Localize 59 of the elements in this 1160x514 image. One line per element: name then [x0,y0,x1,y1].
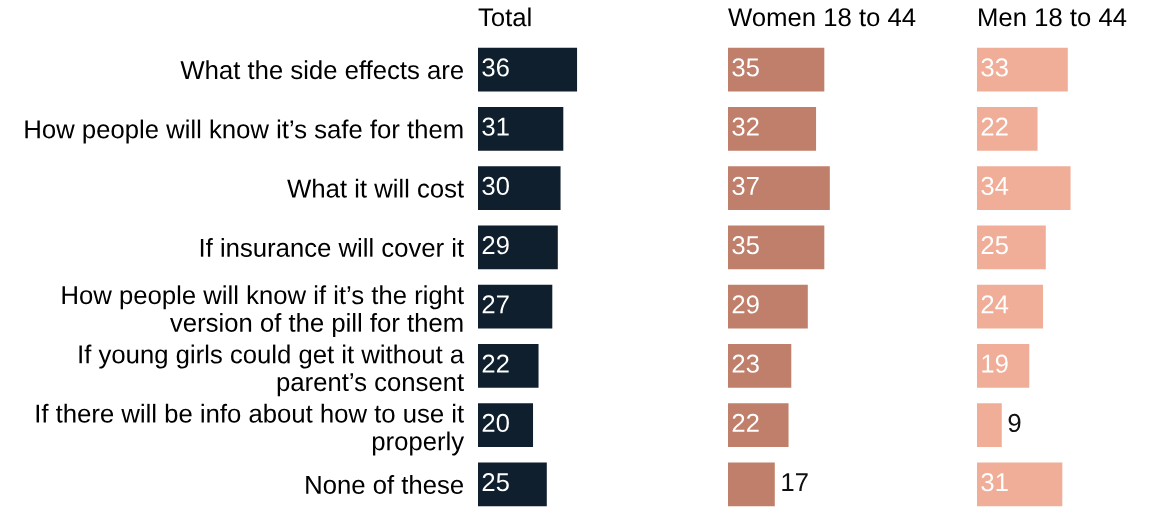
data-label: 25 [981,236,1008,255]
bar [728,462,775,507]
bar [977,403,1002,448]
data-label: 29 [482,236,509,255]
data-label: 9 [1008,413,1021,433]
data-label: 29 [732,295,759,314]
bar [977,343,1030,388]
bar [478,343,539,388]
bar [728,47,825,92]
y-tick-label: How people will know if it’s the right version of the pill for them [62,285,464,337]
y-tick-label: What the side effects are [180,60,463,80]
data-label: 36 [482,58,509,77]
bar [977,47,1068,92]
bar [977,225,1046,270]
data-label: 31 [981,473,1008,492]
y-tick-label: If there will be info about how to use it properly [36,403,465,456]
chart-title: Men 18 to 44 [979,8,1127,27]
bar [478,403,534,448]
data-label: 24 [981,295,1009,314]
data-label: 27 [482,295,509,314]
bar [478,225,558,270]
data-label: 37 [732,176,759,196]
bar [728,106,817,151]
bar [728,343,792,388]
bar [728,166,830,211]
data-label: 23 [732,354,759,373]
data-label: 32 [732,117,759,136]
data-label: 22 [981,117,1008,136]
bar [478,284,553,329]
bar [977,462,1063,507]
bar [977,166,1071,211]
data-label: 19 [982,354,1008,373]
chart-title: Women 18 to 44 [728,8,916,27]
data-label: 17 [782,473,808,492]
bar [478,462,547,507]
bar [478,166,561,211]
data-label: 33 [981,58,1008,77]
bar [478,47,578,92]
y-tick-label: How people will know it’s safe for them [25,119,463,144]
bar [728,284,808,329]
bar [728,225,825,270]
bar [478,106,564,151]
chart-title: Total [478,7,531,27]
data-label: 30 [482,176,509,196]
y-tick-label: If insurance will cover it [200,238,464,257]
data-label: 25 [482,473,509,492]
data-label: 22 [732,413,759,432]
data-label: 34 [981,176,1009,196]
bar [977,106,1038,151]
y-tick-label: If young girls could get it without a parent’s consent [79,344,465,397]
data-label: 31 [482,117,509,136]
y-tick-label: None of these [306,475,463,494]
data-label: 35 [732,58,759,77]
data-label: 35 [732,236,759,255]
data-label: 20 [482,413,509,433]
y-tick-label: What it will cost [287,178,464,198]
bar [728,403,789,448]
data-label: 22 [482,354,509,373]
bar [977,284,1044,329]
